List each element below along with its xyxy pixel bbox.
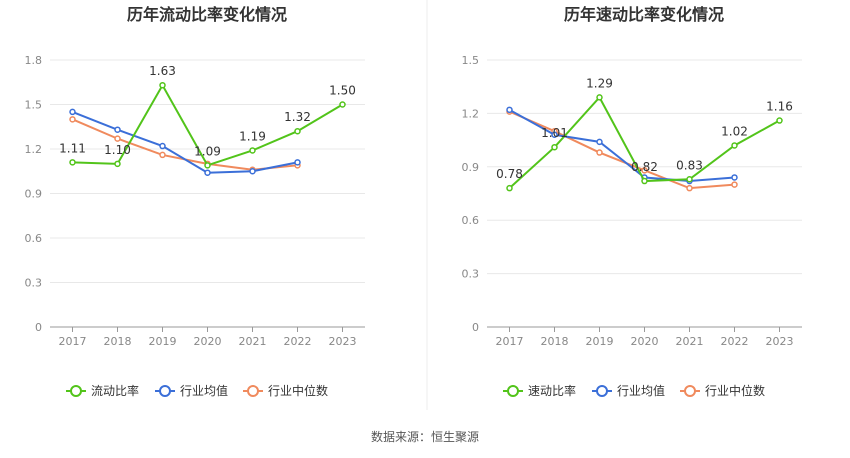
y-tick-label: 0.6	[25, 232, 43, 245]
y-tick-label: 0.9	[462, 161, 480, 174]
data-point-industry_median	[641, 167, 648, 174]
legend-label: 行业均值	[617, 383, 665, 398]
data-point-company	[776, 117, 783, 124]
x-tick-label: 2020	[194, 335, 222, 348]
y-tick-label: 0.6	[462, 214, 480, 227]
data-label: 0.78	[496, 167, 523, 181]
data-label: 1.02	[721, 124, 748, 138]
chart-title: 历年速动比率变化情况	[564, 5, 724, 24]
data-point-company	[294, 127, 301, 135]
data-point-industry_avg	[249, 168, 256, 175]
y-tick-label: 1.5	[462, 54, 480, 67]
data-point-company	[596, 94, 603, 101]
data-point-company	[506, 184, 513, 192]
legend-label: 流动比率	[91, 383, 139, 398]
data-point-industry_avg	[69, 108, 76, 116]
data-point-industry_avg	[294, 159, 301, 166]
data-point-company	[686, 176, 693, 183]
data-point-company	[551, 143, 558, 151]
legend-marker-circle	[596, 385, 608, 397]
data-label: 1.09	[194, 144, 221, 158]
x-tick-label: 2021	[676, 335, 704, 348]
data-label: 1.10	[104, 143, 131, 157]
y-tick-label: 1.8	[25, 54, 43, 67]
data-label: 1.50	[329, 84, 356, 98]
data-point-company	[204, 162, 211, 169]
series-line-industry_avg	[509, 108, 735, 183]
legend-marker-circle	[507, 385, 519, 397]
data-label: 0.83	[676, 158, 703, 172]
data-label: 0.82	[631, 160, 658, 174]
legend-marker-circle	[247, 385, 259, 397]
y-tick-label: 1.2	[25, 143, 43, 156]
legend-label: 速动比率	[528, 383, 576, 398]
data-label: 1.11	[59, 141, 86, 155]
y-tick-label: 0.9	[25, 188, 43, 201]
legend-label: 行业中位数	[268, 383, 328, 398]
data-point-industry_avg	[731, 174, 738, 181]
data-point-company	[731, 142, 738, 149]
x-tick-label: 2020	[631, 335, 659, 348]
y-tick-label: 0	[35, 321, 42, 334]
x-tick-label: 2017	[496, 335, 524, 348]
legend-label: 行业中位数	[705, 383, 765, 398]
data-point-industry_avg	[551, 131, 558, 139]
data-point-company	[339, 101, 346, 108]
data-point-industry_median	[159, 151, 166, 159]
data-point-industry_avg	[596, 138, 603, 146]
data-point-industry_median	[69, 116, 76, 123]
data-label: 1.32	[284, 110, 311, 124]
legend-marker-circle	[159, 385, 171, 397]
legend-marker-circle	[70, 385, 82, 397]
data-point-industry_median	[686, 184, 693, 192]
x-tick-label: 2019	[149, 335, 177, 348]
data-point-industry_avg	[506, 106, 513, 114]
y-tick-label: 0.3	[462, 268, 480, 281]
data-label: 1.63	[149, 64, 176, 78]
legend-label: 行业均值	[180, 383, 228, 398]
y-tick-label: 0.3	[25, 277, 43, 290]
data-point-industry_median	[596, 149, 603, 156]
data-point-company	[114, 160, 121, 168]
data-label: 1.29	[586, 76, 613, 90]
x-tick-label: 2018	[104, 335, 132, 348]
data-point-company	[249, 147, 256, 154]
data-point-industry_median	[731, 181, 738, 188]
x-tick-label: 2019	[586, 335, 614, 348]
y-tick-label: 1.5	[25, 99, 43, 112]
series-line-industry_avg	[72, 110, 298, 174]
y-tick-label: 1.2	[462, 107, 480, 120]
x-tick-label: 2017	[59, 335, 87, 348]
x-tick-label: 2022	[284, 335, 312, 348]
y-tick-label: 0	[472, 321, 479, 334]
x-tick-label: 2018	[541, 335, 569, 348]
data-point-industry_avg	[114, 126, 121, 133]
data-point-company	[641, 177, 648, 185]
series-line-industry_median	[509, 110, 735, 190]
data-point-industry_avg	[204, 169, 211, 176]
chart-title: 历年流动比率变化情况	[127, 5, 287, 24]
data-point-company	[69, 159, 76, 166]
data-point-industry_avg	[159, 142, 166, 150]
data-label: 1.01	[541, 126, 568, 140]
x-tick-label: 2023	[329, 335, 357, 348]
data-point-industry_median	[114, 135, 121, 142]
legend-marker-circle	[684, 385, 696, 397]
data-label: 1.19	[239, 129, 266, 143]
x-tick-label: 2022	[721, 335, 749, 348]
chart-canvas: 历年流动比率变化情况 0 0.3 0.6 0.9 1.2 1.5 1.8 2017 2018 201…	[25, 0, 802, 410]
data-point-company	[159, 81, 166, 89]
data-source-footer: 数据来源：恒生聚源	[370, 430, 479, 444]
x-tick-label: 2021	[239, 335, 267, 348]
x-tick-label: 2023	[766, 335, 794, 348]
data-label: 1.16	[766, 100, 793, 114]
